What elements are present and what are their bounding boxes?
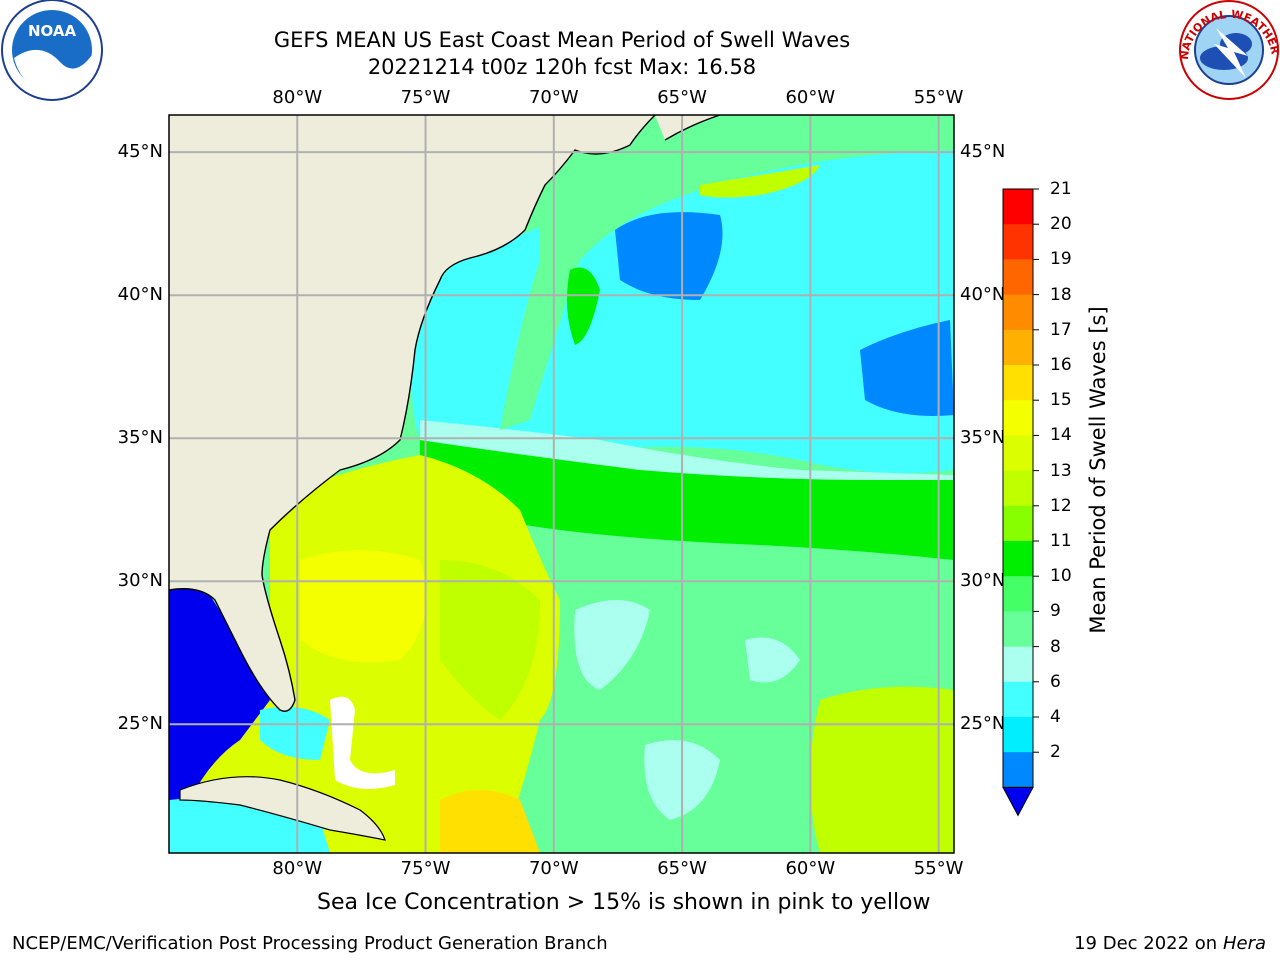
lon-label-top: 55°W <box>913 87 964 108</box>
colorbar-tick-label: 4 <box>1050 707 1061 727</box>
colorbar-tick-label: 15 <box>1050 390 1072 411</box>
colorbar-tick-label: 2 <box>1050 742 1061 763</box>
lon-label-bottom: 55°W <box>913 858 964 879</box>
colorbar-tick-label: 6 <box>1050 671 1061 692</box>
lat-label-right: 45°N <box>960 141 1006 163</box>
colorbar-segment <box>1003 365 1033 401</box>
colorbar-tick-label: 20 <box>1050 214 1072 235</box>
colorbar-tick-label: 13 <box>1050 460 1072 481</box>
colorbar-tick-label: 12 <box>1050 495 1072 516</box>
colorbar-tick-label: 14 <box>1050 425 1072 446</box>
lon-label-top: 75°W <box>400 87 451 108</box>
lat-label-left: 30°N <box>117 570 163 592</box>
lon-label-bottom: 70°W <box>528 858 579 879</box>
page-subtitle: 20221214 t00z 120h fcst Max: 16.58 <box>367 55 757 79</box>
colorbar-tick-label: 8 <box>1050 636 1061 657</box>
lat-label-right: 30°N <box>960 570 1006 592</box>
colorbar-tick-label: 9 <box>1050 601 1061 622</box>
lat-label-left: 25°N <box>117 713 163 735</box>
nws-logo: NATIONAL WEATHER SERVICE <box>1176 0 1280 100</box>
lon-label-top: 60°W <box>785 87 836 108</box>
colorbar-segment <box>1003 505 1033 542</box>
colorbar-frame <box>1002 188 1034 788</box>
colorbar-tick-label: 17 <box>1050 319 1072 340</box>
colorbar-label: Mean Period of Swell Waves [s] <box>1086 306 1110 634</box>
lat-label-right: 35°N <box>960 427 1006 449</box>
lon-label-top: 65°W <box>657 87 707 108</box>
colorbar-tick-label: 21 <box>1050 179 1072 199</box>
colorbar-tick-label: 11 <box>1050 531 1072 551</box>
colorbar-segment <box>1003 646 1033 683</box>
lat-label-left: 35°N <box>117 427 163 449</box>
colorbar-segment <box>1003 400 1033 436</box>
lon-label-top: 80°W <box>272 87 323 108</box>
colorbar-segment <box>1003 717 1033 753</box>
colorbar-segment <box>1003 224 1033 260</box>
lat-label-left: 45°N <box>117 141 163 163</box>
colorbar-segment <box>1003 435 1033 472</box>
colorbar-segment <box>1003 470 1033 507</box>
colorbar-tick-label: 10 <box>1050 566 1072 587</box>
footer-date-text: 19 Dec 2022 on <box>1074 933 1218 954</box>
map-gridlines <box>169 115 954 853</box>
page-title: GEFS MEAN US East Coast Mean Period of S… <box>273 28 851 52</box>
lat-label-right: 25°N <box>960 713 1006 735</box>
colorbar-segment <box>1003 576 1033 612</box>
colorbar-tick-label: 18 <box>1050 284 1072 305</box>
lon-label-top: 70°W <box>528 87 579 108</box>
footer-credit: NCEP/EMC/Verification Post Processing Pr… <box>12 933 608 954</box>
lon-label-bottom: 65°W <box>657 858 707 879</box>
lon-label-bottom: 75°W <box>400 858 451 879</box>
footer-date: 19 Dec 2022 on Hera <box>1074 933 1266 954</box>
colorbar-under-arrow <box>1002 786 1034 817</box>
sea-ice-note: Sea Ice Concentration > 15% is shown in … <box>317 890 931 915</box>
colorbar-segment <box>1003 329 1033 366</box>
colorbar-tick-label: 16 <box>1050 355 1072 375</box>
colorbar-segment <box>1003 681 1033 718</box>
colorbar-segment <box>1003 752 1033 788</box>
colorbar-tick-label: 19 <box>1050 249 1072 270</box>
colorbar-segment <box>1003 541 1033 577</box>
lat-label-right: 40°N <box>960 284 1006 306</box>
colorbar-segment <box>1003 189 1033 225</box>
map-frame <box>168 114 955 854</box>
noaa-logo-text: NOAA <box>28 22 77 40</box>
lon-label-bottom: 80°W <box>272 858 323 879</box>
lon-label-bottom: 60°W <box>785 858 836 879</box>
colorbar-segment <box>1003 259 1033 296</box>
noaa-logo: NOAA <box>1 0 103 101</box>
lat-label-left: 40°N <box>117 284 163 306</box>
colorbar-segment <box>1003 611 1033 648</box>
footer-system: Hera <box>1222 933 1266 954</box>
colorbar-segment <box>1003 294 1033 331</box>
